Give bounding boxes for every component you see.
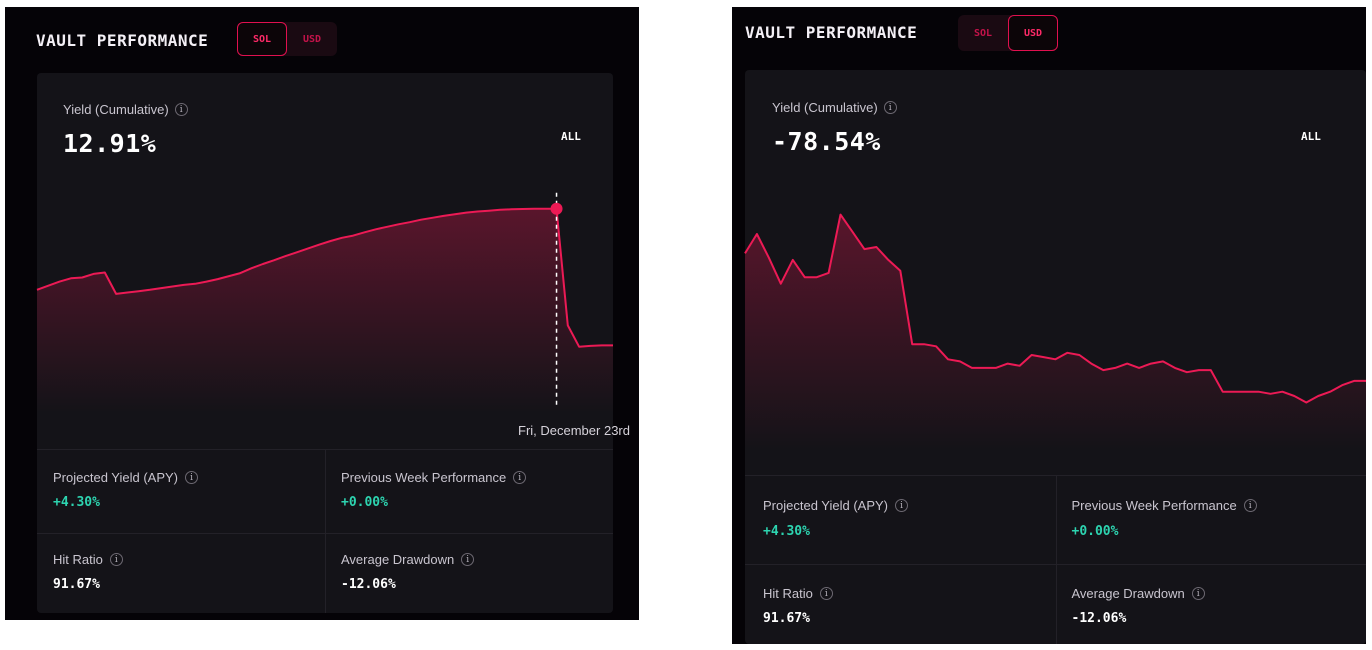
stat-value: 91.67% <box>763 611 810 626</box>
toggle-sol-button[interactable]: SOL <box>973 27 993 39</box>
yield-chart-area: Yield (Cumulative) i 12.91% ALL Fri, Dec… <box>36 73 630 451</box>
stat-label-text: Projected Yield (APY) <box>53 470 179 485</box>
performance-card: Yield (Cumulative) i -78.54% ALL Project… <box>744 70 1366 644</box>
stat-value: +4.30% <box>53 495 100 510</box>
range-all-button[interactable]: ALL <box>1301 130 1321 143</box>
currency-toggle: SOL USD <box>958 15 1058 51</box>
yield-chart[interactable] <box>744 70 1366 467</box>
info-icon[interactable]: i <box>1191 587 1205 600</box>
performance-card: Yield (Cumulative) i 12.91% ALL Fri, Dec… <box>36 73 630 613</box>
stat-label: Hit Ratio i <box>53 552 123 567</box>
yield-value: 12.91% <box>63 129 157 158</box>
stat-value: +0.00% <box>1071 524 1119 539</box>
stat-label-text: Hit Ratio <box>763 586 813 601</box>
divider <box>325 450 326 613</box>
info-icon[interactable]: i <box>883 101 897 114</box>
info-icon[interactable]: i <box>461 553 475 566</box>
stat-label: Hit Ratio i <box>763 586 833 601</box>
stat-label: Average Drawdown i <box>1072 586 1205 601</box>
info-icon[interactable]: i <box>819 587 833 600</box>
panel-title: VAULT PERFORMANCE <box>745 23 918 42</box>
series-area <box>37 208 613 413</box>
yield-chart-area: Yield (Cumulative) i -78.54% ALL <box>744 70 1366 467</box>
info-icon[interactable]: i <box>513 471 527 484</box>
stats-grid: Projected Yield (APY) i +4.30% Previous W… <box>37 449 613 613</box>
yield-chart[interactable] <box>36 73 613 451</box>
stat-label-text: Previous Week Performance <box>341 470 507 485</box>
info-icon[interactable]: i <box>174 103 188 116</box>
yield-label-text: Yield (Cumulative) <box>772 100 878 115</box>
stat-label: Projected Yield (APY) i <box>763 498 909 513</box>
divider <box>745 564 1366 565</box>
stat-value: +4.30% <box>763 524 810 539</box>
stat-value: +0.00% <box>341 495 388 510</box>
info-icon[interactable]: i <box>1243 499 1257 512</box>
toggle-usd-button[interactable]: USD <box>302 33 322 45</box>
yield-label-text: Yield (Cumulative) <box>63 102 169 117</box>
stat-label: Projected Yield (APY) i <box>53 470 199 485</box>
vault-performance-panel-usd: VAULT PERFORMANCE SOL USD Yield (Cumulat… <box>732 7 1366 644</box>
divider <box>1055 476 1057 644</box>
vault-performance-panel-sol: VAULT PERFORMANCE SOL USD Yield (Cumulat… <box>5 7 639 620</box>
stat-label: Average Drawdown i <box>341 552 475 567</box>
divider <box>37 533 613 534</box>
stat-label-text: Hit Ratio <box>53 552 103 567</box>
stats-grid: Projected Yield (APY) i +4.30% Previous W… <box>745 475 1366 644</box>
stat-value: -12.06% <box>341 577 396 592</box>
panel-title: VAULT PERFORMANCE <box>36 31 209 50</box>
stat-label-text: Average Drawdown <box>1071 586 1185 601</box>
toggle-sol-button[interactable]: SOL <box>237 22 287 56</box>
info-icon[interactable]: i <box>109 553 123 566</box>
info-icon[interactable]: i <box>185 471 199 484</box>
series-line <box>744 213 1366 404</box>
range-all-button[interactable]: ALL <box>561 130 581 143</box>
stat-label-text: Previous Week Performance <box>1071 498 1237 513</box>
stat-label: Previous Week Performance i <box>1072 498 1257 513</box>
series-line <box>36 207 613 348</box>
series-area <box>745 214 1366 450</box>
stat-label-text: Average Drawdown <box>341 552 455 567</box>
stat-label-text: Projected Yield (APY) <box>763 498 889 513</box>
info-icon[interactable]: i <box>895 499 909 512</box>
stat-label: Previous Week Performance i <box>341 470 527 485</box>
highlight-point <box>550 202 563 215</box>
yield-label: Yield (Cumulative) i <box>772 100 897 115</box>
currency-toggle: SOL USD <box>237 22 337 56</box>
yield-label: Yield (Cumulative) i <box>63 102 188 117</box>
yield-value: -78.54% <box>772 127 881 156</box>
stat-value: -12.06% <box>1071 611 1127 626</box>
toggle-usd-button[interactable]: USD <box>1008 15 1058 51</box>
tooltip-date: Fri, December 23rd <box>518 423 630 438</box>
stat-value: 91.67% <box>53 577 100 592</box>
